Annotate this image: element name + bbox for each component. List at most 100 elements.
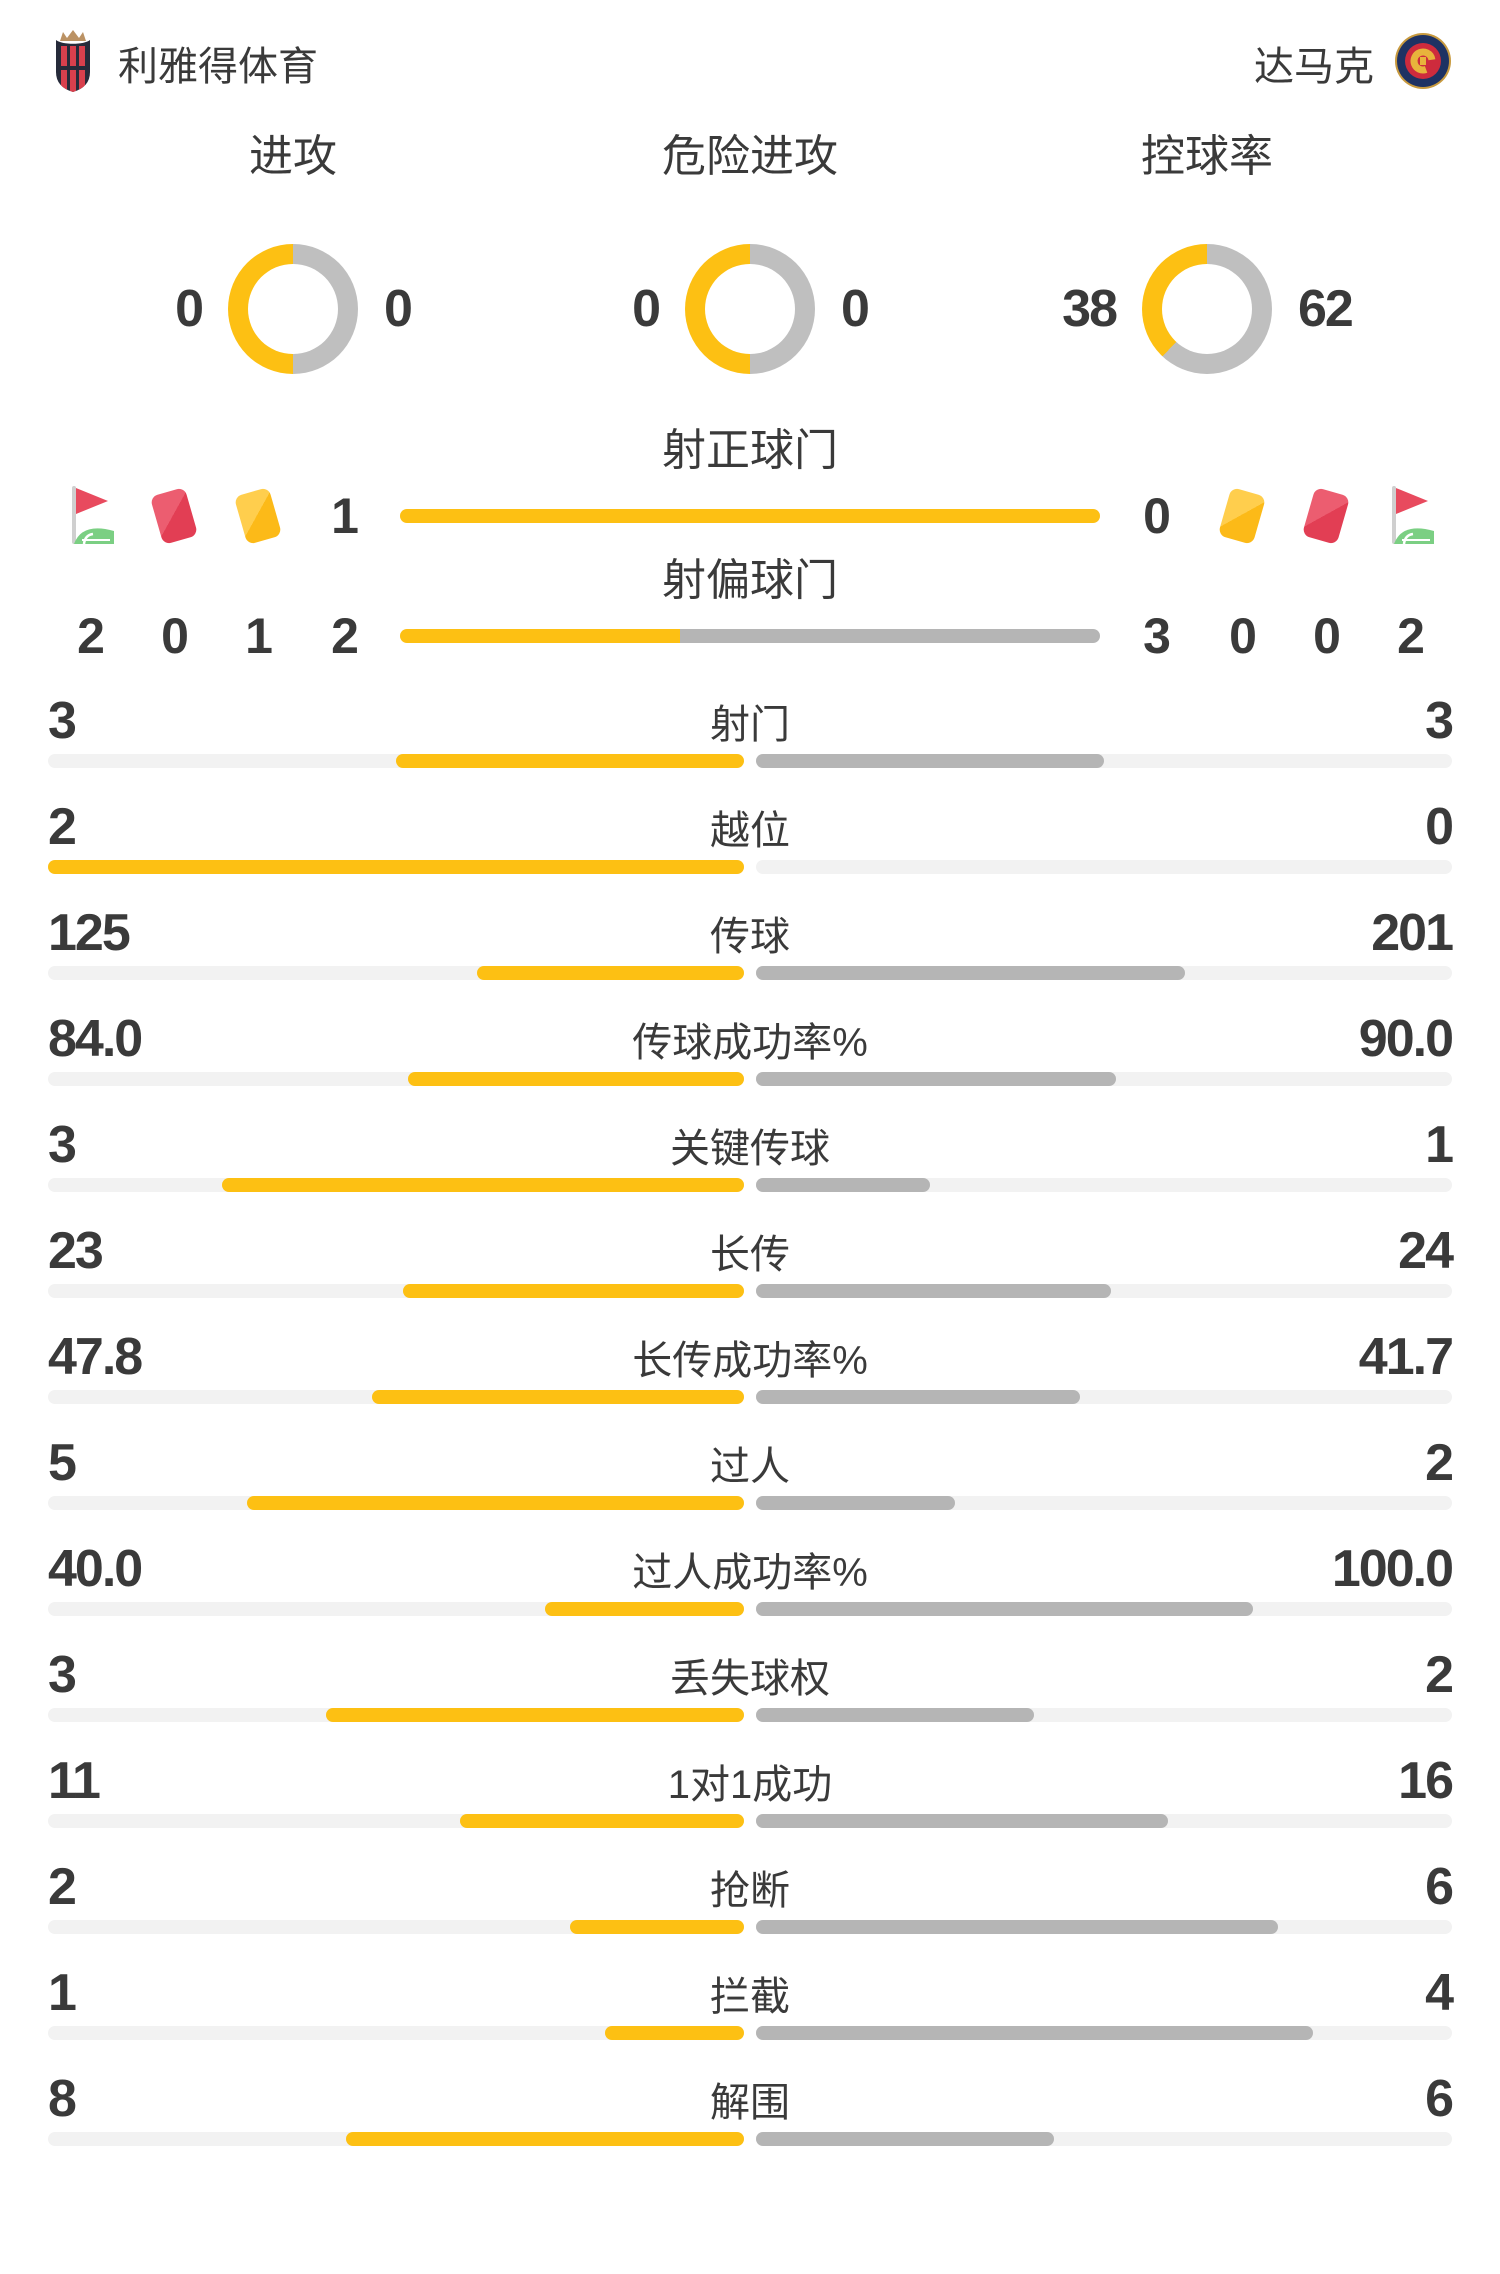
stat-home-value: 3 — [48, 692, 77, 750]
stat-home-value: 8 — [48, 2070, 77, 2128]
home-team-logo — [48, 28, 98, 99]
stat-bar-home-fill — [545, 1602, 744, 1616]
shots-on-target-row: 1 0 — [48, 476, 1452, 556]
stat-bar-away-fill — [756, 1814, 1169, 1828]
stat-row: 84.0 传球成功率% 90.0 — [48, 1008, 1454, 1114]
donut-home-value: 38 — [1062, 280, 1118, 338]
away-team-logo — [1394, 32, 1452, 95]
stat-row: 3 射门 3 — [48, 690, 1454, 796]
stat-bar — [48, 1708, 1452, 1722]
stat-bar-away-fill — [756, 1708, 1035, 1722]
stat-bar-home-fill — [48, 860, 744, 874]
home-corners-count: 2 — [77, 608, 105, 664]
donut-group: 进攻 0 0 — [136, 132, 450, 374]
donut-title: 危险进攻 — [662, 132, 838, 181]
shots-off-bar-away — [680, 629, 1100, 643]
stat-bar-home-fill — [326, 1708, 744, 1722]
stat-bar-home-fill — [346, 2132, 744, 2146]
stat-bar — [48, 1284, 1452, 1298]
stat-away-value: 2 — [1425, 1646, 1454, 1704]
stat-bar — [48, 1178, 1452, 1192]
stat-row: 1 拦截 4 — [48, 1962, 1454, 2068]
stat-label: 过人 — [710, 1445, 790, 1489]
yellow-card-icon — [1200, 487, 1284, 545]
stat-bar-home-fill — [570, 1920, 744, 1934]
stat-bar-home-fill — [477, 966, 744, 980]
stats-list: 3 射门 3 2 越位 0 125 传球 — [48, 690, 1454, 2174]
home-team-header: 利雅得体育 — [48, 28, 318, 99]
stat-away-value: 2 — [1425, 1434, 1454, 1492]
away-team-name: 达马克 — [1254, 45, 1374, 89]
stat-home-value: 3 — [48, 1116, 77, 1174]
away-team-header: 达马克 — [1254, 32, 1452, 95]
stat-label: 1对1成功 — [667, 1763, 833, 1807]
away-discipline-icons — [1200, 484, 1452, 548]
stat-row: 40.0 过人成功率% 100.0 — [48, 1538, 1454, 1644]
stat-row: 125 传球 201 — [48, 902, 1454, 1008]
donut-away-value: 0 — [384, 280, 413, 338]
home-red-cards-count: 0 — [161, 608, 189, 664]
stat-row: 11 1对1成功 16 — [48, 1750, 1454, 1856]
donut-away-value: 0 — [841, 280, 870, 338]
stat-bar-away-fill — [756, 754, 1104, 768]
home-crest-crown — [60, 29, 86, 41]
stat-bar — [48, 2026, 1452, 2040]
stat-away-value: 201 — [1371, 904, 1454, 962]
stat-bar-away-fill — [756, 1496, 955, 1510]
stat-bar — [48, 1814, 1452, 1828]
shots-on-away-value: 0 — [1143, 488, 1171, 544]
stat-label: 关键传球 — [670, 1127, 830, 1171]
donut-title: 控球率 — [1141, 132, 1273, 181]
stat-bar-home-fill — [372, 1390, 744, 1404]
stat-label: 长传 — [710, 1233, 790, 1277]
stat-bar — [48, 860, 1452, 874]
donut-title: 进攻 — [249, 132, 337, 181]
home-team-name: 利雅得体育 — [118, 45, 318, 89]
stat-away-value: 41.7 — [1358, 1328, 1454, 1386]
stat-row: 2 越位 0 — [48, 796, 1454, 902]
stat-home-value: 5 — [48, 1434, 77, 1492]
stat-bar — [48, 754, 1452, 768]
shots-off-bar — [400, 629, 1100, 643]
stat-bar-home-fill — [408, 1072, 744, 1086]
stat-row: 23 长传 24 — [48, 1220, 1454, 1326]
stat-bar — [48, 1496, 1452, 1510]
stat-home-value: 2 — [48, 798, 77, 856]
stat-bar-away-fill — [756, 2132, 1055, 2146]
stat-bar-away-fill — [756, 1602, 1254, 1616]
donut-chart — [685, 244, 815, 374]
away-discipline-values: 0 0 2 — [1200, 607, 1452, 665]
shots-off-home-value: 2 — [331, 608, 359, 664]
stat-bar-away-fill — [756, 2026, 1313, 2040]
stat-bar-away-fill — [756, 966, 1186, 980]
corner-flag-icon — [48, 484, 132, 548]
stat-row: 3 关键传球 1 — [48, 1114, 1454, 1220]
match-stats-page: 利雅得体育 达马克 进攻 0 0 — [0, 28, 1500, 2174]
stat-home-value: 23 — [48, 1222, 104, 1280]
stat-row: 3 丢失球权 2 — [48, 1644, 1454, 1750]
donut-chart — [228, 244, 358, 374]
home-yellow-cards-count: 1 — [245, 608, 273, 664]
donut-home-value: 0 — [632, 280, 661, 338]
stat-label: 过人成功率% — [632, 1551, 868, 1595]
donut-home-value: 0 — [175, 280, 204, 338]
stat-away-value: 4 — [1425, 1964, 1454, 2022]
yellow-card-icon — [216, 487, 300, 545]
stat-label: 丢失球权 — [670, 1657, 830, 1701]
stat-bar-away-fill — [756, 1284, 1112, 1298]
stat-home-value: 11 — [48, 1752, 101, 1810]
stat-away-value: 16 — [1398, 1752, 1454, 1810]
stat-bar-away-fill — [756, 1178, 930, 1192]
stat-away-value: 3 — [1425, 692, 1454, 750]
stat-row: 5 过人 2 — [48, 1432, 1454, 1538]
home-discipline-values: 2 0 1 — [48, 607, 300, 665]
donut-section: 进攻 0 0 危险进攻 0 0 控球率 38 62 — [48, 132, 1452, 374]
stat-label: 长传成功率% — [632, 1339, 868, 1383]
shots-off-away-value: 3 — [1143, 608, 1171, 664]
stat-label: 传球成功率% — [632, 1021, 868, 1065]
stat-away-value: 100.0 — [1331, 1540, 1454, 1598]
home-discipline-icons — [48, 484, 300, 548]
stat-away-value: 6 — [1425, 2070, 1454, 2128]
header: 利雅得体育 达马克 — [48, 28, 1452, 99]
shots-on-bar — [400, 509, 1100, 523]
